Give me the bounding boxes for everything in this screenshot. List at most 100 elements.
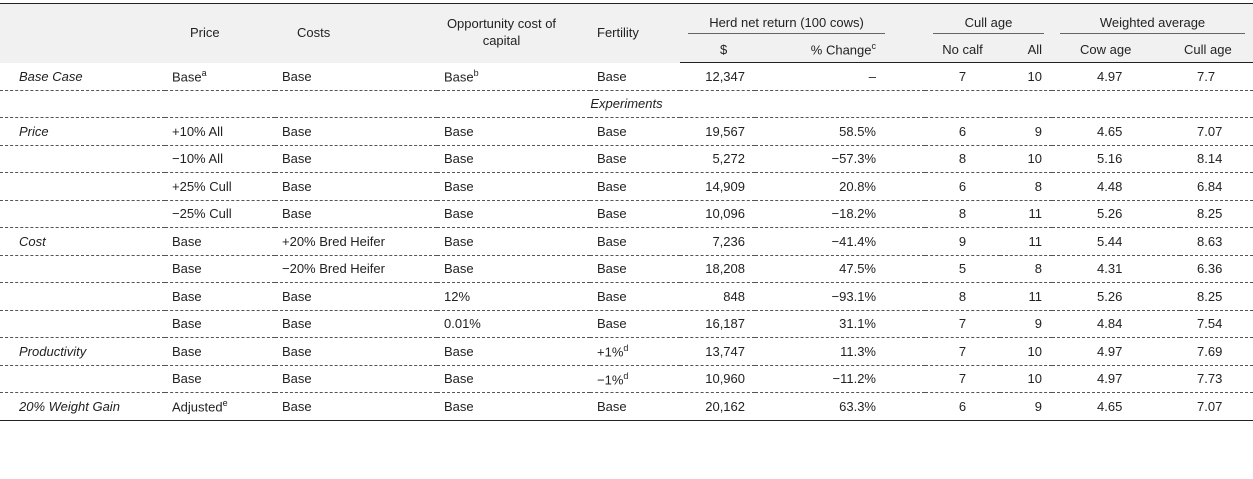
table-row: Base Base 12% Base 848 −93.1% 8 11 5.26 8.25 [0,282,1253,311]
cell: 5.44 [1052,227,1181,256]
cell: 7 [925,62,1000,91]
cell: Base [165,255,275,283]
cell: Base [275,145,437,173]
group-label [0,145,165,173]
cell: Base [275,392,437,421]
header-cell: % Changec [755,36,925,63]
cell: 7,236 [680,227,755,256]
cell: Base [437,227,590,256]
cell: 4.48 [1052,172,1181,201]
cell: Base [590,200,680,228]
cell: 10 [1000,365,1053,393]
cell: Base [275,62,437,91]
cell: 7.69 [1180,337,1253,366]
cell: 7 [925,365,1000,393]
cell: Adjustede [165,392,275,421]
group-label: Productivity [0,337,165,366]
cell: 6.84 [1180,172,1253,201]
cell: 10 [1000,145,1053,173]
footnote-mark: e [222,398,228,409]
table-row: Base −20% Bred Heifer Base Base 18,208 47.5% 5… [0,255,1253,283]
section-row: Experiments [0,90,1253,118]
results-table: Price Costs Opportunity cost of capital … [0,3,1253,421]
cell: Basea [165,62,275,91]
cell: 8 [925,200,1000,228]
cell: Base [590,145,680,173]
cell: 8.25 [1180,282,1253,311]
cell: 5.26 [1052,282,1181,311]
cell: 8 [925,145,1000,173]
cell: 9 [1000,117,1053,146]
header-cell: Fertility [590,3,680,63]
footnote-mark: c [871,40,877,51]
cell: −11.2% [755,365,925,393]
cell: 20,162 [680,392,755,421]
cell-text: Base [444,69,474,85]
cell: 8 [925,282,1000,311]
cell: 0.01% [437,310,590,338]
cell: 9 [1000,310,1053,338]
cell: 10 [1000,62,1053,91]
cell: +25% Cull [165,172,275,201]
group-label [0,172,165,201]
cell: Base [275,365,437,393]
header-text: Opportunity cost of capital [446,16,557,49]
cell: Base [275,200,437,228]
cell: Base [275,337,437,366]
cell: Base [275,310,437,338]
table-row: Productivity Base Base Base +1%d 13,747 11.3% 7… [0,337,1253,366]
cell: −18.2% [755,200,925,228]
cell: 8.25 [1180,200,1253,228]
cell: 5.16 [1052,145,1181,173]
cell: 6 [925,172,1000,201]
header-cell: $ [680,36,755,63]
cell: 10,960 [680,365,755,393]
cell: Base [590,392,680,421]
cell: Base [165,337,275,366]
cell: 6 [925,117,1000,146]
header-text: Weighted average [1060,15,1246,34]
header-cell: Opportunity cost of capital [437,3,590,63]
table-row: 20% Weight Gain Adjustede Base Base Base 20,1… [0,392,1253,421]
table-row: +25% Cull Base Base Base 14,909 20.8% 6 8 4.48 6.… [0,172,1253,201]
table-row: Price +10% All Base Base Base 19,567 58.5% 6 9 4.… [0,117,1253,146]
cell: 4.97 [1052,365,1181,393]
table-row: −10% All Base Base Base 5,272 −57.3% 8 10 5.16 8.… [0,145,1253,173]
cell: 10 [1000,337,1053,366]
cell: Base [590,117,680,146]
cell: +1%d [590,337,680,366]
cell: Base [437,365,590,393]
cell: Base [437,200,590,228]
table-header: Price Costs Opportunity cost of capital … [0,3,1253,63]
cell: 19,567 [680,117,755,146]
group-label [0,310,165,338]
group-label [0,255,165,283]
cell: 11 [1000,227,1053,256]
cell: −20% Bred Heifer [275,255,437,283]
cell: 7.07 [1180,392,1253,421]
footnote-mark: d [623,343,629,354]
cell: 4.97 [1052,62,1181,91]
table-row: Base Base 0.01% Base 16,187 31.1% 7 9 4.84 7.54 [0,310,1253,338]
cell: Baseb [437,62,590,91]
cell-text: +1% [597,344,624,360]
cell-text: −1% [597,371,624,387]
cell: 16,187 [680,310,755,338]
cell: 9 [1000,392,1053,421]
cell: 5,272 [680,145,755,173]
cell: Base [590,227,680,256]
cell: 5.26 [1052,200,1181,228]
cell: Base [275,117,437,146]
header-cell: Costs [275,3,437,63]
header-cell: Price [165,3,275,63]
cell: 7.7 [1180,62,1253,91]
cell: 11 [1000,200,1053,228]
cell-text: Base [172,69,202,85]
section-heading: Experiments [0,90,1253,118]
cell: 63.3% [755,392,925,421]
cell: 6 [925,392,1000,421]
cell: Base [165,282,275,311]
cell: +20% Bred Heifer [275,227,437,256]
cell: Base [437,255,590,283]
table-row: −25% Cull Base Base Base 10,096 −18.2% 8 11 5.26… [0,200,1253,228]
